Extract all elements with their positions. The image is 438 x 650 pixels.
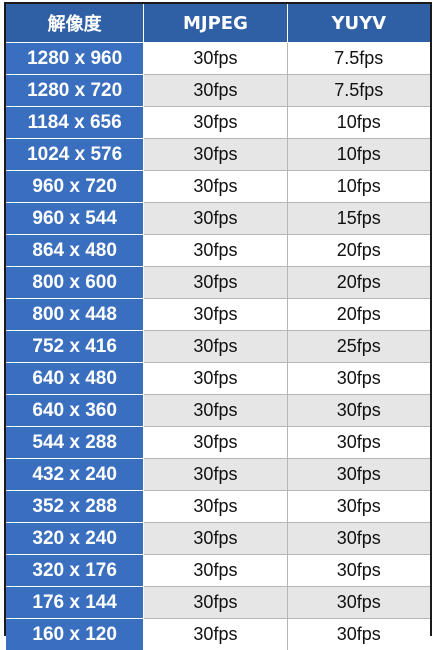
resolution-cell: 432 x 240 (6, 459, 144, 491)
table-header: 解像度 MJPEG YUYV (6, 4, 430, 43)
resolution-cell: 752 x 416 (6, 331, 144, 363)
mjpeg-fps-cell: 30fps (144, 43, 287, 75)
yuyv-fps-cell: 20fps (287, 235, 430, 267)
mjpeg-fps-cell: 30fps (144, 363, 287, 395)
mjpeg-fps-cell: 30fps (144, 427, 287, 459)
yuyv-fps-cell: 10fps (287, 107, 430, 139)
resolution-cell: 176 x 144 (6, 587, 144, 619)
header-mjpeg: MJPEG (144, 4, 287, 43)
resolution-cell: 1280 x 720 (6, 75, 144, 107)
resolution-cell: 960 x 544 (6, 203, 144, 235)
yuyv-fps-cell: 30fps (287, 619, 430, 650)
resolution-cell: 1024 x 576 (6, 139, 144, 171)
yuyv-fps-cell: 7.5fps (287, 75, 430, 107)
mjpeg-fps-cell: 30fps (144, 491, 287, 523)
resolution-cell: 1184 x 656 (6, 107, 144, 139)
yuyv-fps-cell: 30fps (287, 459, 430, 491)
resolution-cell: 320 x 240 (6, 523, 144, 555)
yuyv-fps-cell: 30fps (287, 587, 430, 619)
yuyv-fps-cell: 10fps (287, 171, 430, 203)
mjpeg-fps-cell: 30fps (144, 523, 287, 555)
yuyv-fps-cell: 15fps (287, 203, 430, 235)
resolution-cell: 864 x 480 (6, 235, 144, 267)
yuyv-fps-cell: 30fps (287, 491, 430, 523)
yuyv-fps-cell: 30fps (287, 427, 430, 459)
yuyv-fps-cell: 25fps (287, 331, 430, 363)
resolution-cell: 640 x 360 (6, 395, 144, 427)
mjpeg-fps-cell: 30fps (144, 107, 287, 139)
yuyv-fps-cell: 10fps (287, 139, 430, 171)
yuyv-fps-cell: 7.5fps (287, 43, 430, 75)
mjpeg-fps-cell: 30fps (144, 555, 287, 587)
resolution-cell: 800 x 448 (6, 299, 144, 331)
resolution-cell: 320 x 176 (6, 555, 144, 587)
yuyv-fps-cell: 20fps (287, 299, 430, 331)
mjpeg-fps-cell: 30fps (144, 75, 287, 107)
yuyv-fps-cell: 30fps (287, 555, 430, 587)
mjpeg-fps-cell: 30fps (144, 203, 287, 235)
resolution-cell: 1280 x 960 (6, 43, 144, 75)
header-resolution: 解像度 (6, 4, 144, 43)
resolution-cell: 800 x 600 (6, 267, 144, 299)
mjpeg-fps-cell: 30fps (144, 267, 287, 299)
mjpeg-fps-cell: 30fps (144, 331, 287, 363)
resolution-cell: 160 x 120 (6, 619, 144, 650)
header-row: 解像度 MJPEG YUYV (6, 4, 430, 43)
mjpeg-fps-cell: 30fps (144, 235, 287, 267)
resolution-cell: 544 x 288 (6, 427, 144, 459)
resolution-cell: 640 x 480 (6, 363, 144, 395)
mjpeg-fps-cell: 30fps (144, 459, 287, 491)
mjpeg-fps-cell: 30fps (144, 395, 287, 427)
header-yuyv: YUYV (287, 4, 430, 43)
yuyv-fps-cell: 20fps (287, 267, 430, 299)
yuyv-fps-cell: 30fps (287, 395, 430, 427)
mjpeg-fps-cell: 30fps (144, 619, 287, 650)
mjpeg-fps-cell: 30fps (144, 171, 287, 203)
mjpeg-fps-cell: 30fps (144, 587, 287, 619)
mjpeg-fps-cell: 30fps (144, 299, 287, 331)
yuyv-fps-cell: 30fps (287, 363, 430, 395)
resolution-cell: 352 x 288 (6, 491, 144, 523)
mjpeg-fps-cell: 30fps (144, 139, 287, 171)
yuyv-fps-cell: 30fps (287, 523, 430, 555)
resolution-cell: 960 x 720 (6, 171, 144, 203)
